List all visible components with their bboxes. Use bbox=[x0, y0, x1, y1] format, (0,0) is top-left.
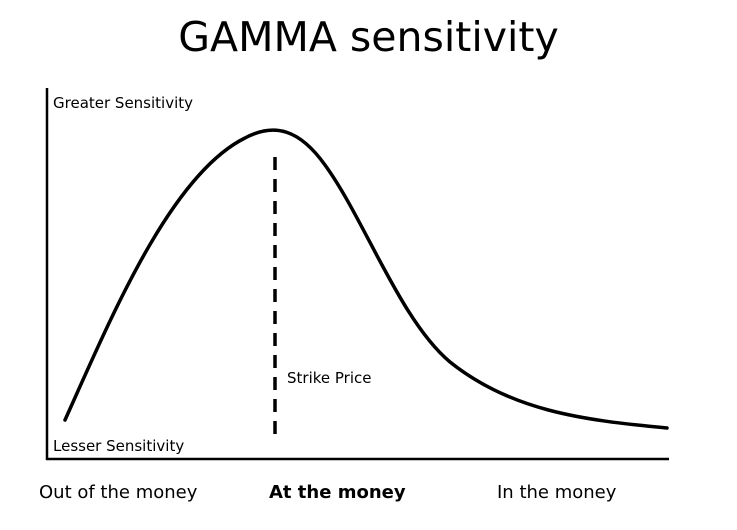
x-label-in-the-money: In the money bbox=[497, 482, 617, 503]
y-axis-bottom-label: Lesser Sensitivity bbox=[53, 437, 185, 455]
gamma-curve bbox=[63, 128, 669, 430]
x-label-at-the-money: At the money bbox=[269, 482, 406, 503]
diagram-title: GAMMA sensitivity bbox=[178, 13, 559, 61]
strike-price-label: Strike Price bbox=[287, 369, 372, 387]
y-axis-top-label: Greater Sensitivity bbox=[53, 94, 194, 112]
x-label-out-of-the-money: Out of the money bbox=[39, 482, 198, 503]
